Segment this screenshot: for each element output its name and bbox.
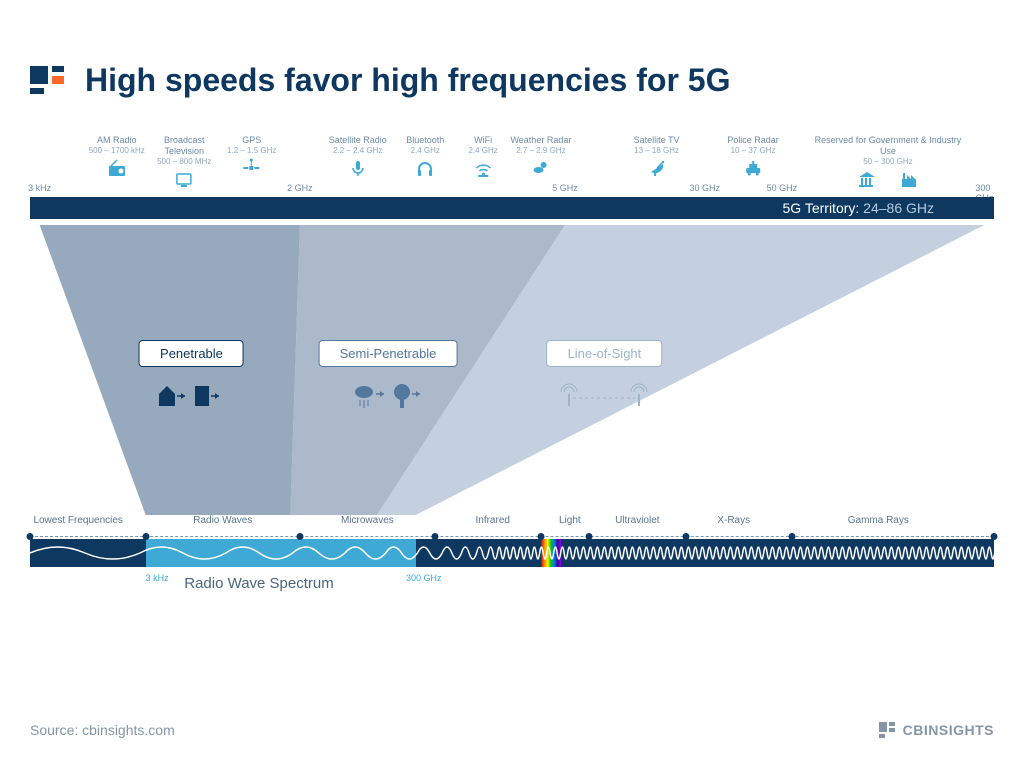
spectrum-low-freq: 3 kHz (146, 573, 169, 583)
page-title: High speeds favor high frequencies for 5… (85, 62, 730, 99)
header: High speeds favor high frequencies for 5… (0, 0, 1024, 115)
freq-tick: 30 GHz (690, 183, 721, 193)
freq-item-headphones: Bluetooth2.4 GHz (406, 135, 444, 181)
radio-spectrum-label: Radio Wave Spectrum (184, 575, 334, 592)
spectrum-category-label: Ultraviolet (615, 515, 659, 526)
freq-item-satellite: GPS1.2 – 1.5 GHz (227, 135, 276, 181)
spectrum-category-label: Microwaves (341, 515, 394, 526)
freq-item-tv: BroadcastTelevision500 – 800 MHz (157, 135, 211, 192)
spectrum-category-label: Lowest Frequencies (33, 515, 123, 526)
spectrum-category-label: Radio Waves (193, 515, 252, 526)
em-spectrum-area: Lowest Frequencies Radio Waves Microwaves I… (30, 515, 994, 615)
freq-item-wifi: WiFi2.4 GHz (468, 135, 497, 181)
spectrum-category-label: X-Rays (717, 515, 750, 526)
footer: Source: cbinsights.com CBINSIGHTS (30, 722, 994, 738)
brand-footer-text: CBINSIGHTS (903, 722, 994, 738)
brand-footer-icon (879, 722, 899, 738)
zone-icons-1 (348, 380, 428, 419)
freq-item-gov: Reserved for Government & Industry Use50… (808, 135, 968, 189)
freq-item-dish: Satellite TV13 – 18 GHz (634, 135, 680, 181)
penetration-zones: Penetrable Semi-Penetrable Line-of-Sight (30, 225, 994, 515)
zone-pill-1: Semi-Penetrable (319, 340, 458, 367)
brand-logo-icon (30, 60, 70, 100)
freq-tick: 50 GHz (767, 183, 798, 193)
frequency-bar: 5G Territory: 24–86 GHz (30, 197, 994, 219)
freq-tick: 3 kHz (28, 183, 51, 193)
freq-item-mic: Satellite Radio2.2 – 2.4 GHz (329, 135, 387, 181)
freq-tick: 2 GHz (287, 183, 313, 193)
zone-pill-0: Penetrable (139, 340, 244, 367)
zone-icons-2 (559, 380, 649, 415)
territory-value: 24–86 GHz (863, 200, 934, 216)
spectrum-high-freq: 300 GHz (406, 573, 442, 583)
territory-prefix: 5G Territory: (783, 200, 860, 216)
spectrum-category-label: Light (559, 515, 581, 526)
spectrum-category-label: Infrared (475, 515, 509, 526)
spectrum-axis-line (30, 536, 994, 537)
wave-icon (30, 539, 994, 567)
zone-icons-0 (151, 380, 231, 415)
freq-item-police: Police Radar10 – 37 GHz (727, 135, 779, 181)
spectrum-category-label: Gamma Rays (848, 515, 909, 526)
freq-item-radio: AM Radio500 – 1700 kHz (89, 135, 145, 181)
brand-footer-logo: CBINSIGHTS (879, 722, 994, 738)
zone-pill-2: Line-of-Sight (547, 340, 663, 367)
frequency-bar-area: AM Radio500 – 1700 kHz BroadcastTelevisio… (30, 135, 994, 225)
source-text: Source: cbinsights.com (30, 722, 175, 738)
territory-label: 5G Territory: 24–86 GHz (783, 200, 934, 216)
freq-item-weather: Weather Radar2.7 – 2.9 GHz (510, 135, 571, 181)
freq-tick: 5 GHz (552, 183, 578, 193)
